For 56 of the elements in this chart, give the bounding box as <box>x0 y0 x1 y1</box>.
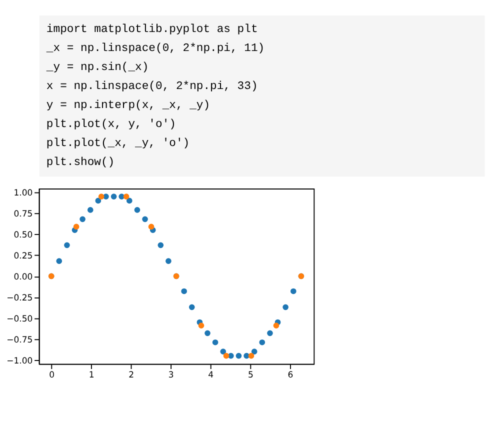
point <box>80 216 86 222</box>
point <box>87 207 94 213</box>
y-tick-label: 0.25 <box>14 252 33 262</box>
point <box>290 288 296 294</box>
point <box>148 224 154 230</box>
point <box>64 242 70 248</box>
x-tick-label: 0 <box>49 370 55 381</box>
point <box>123 194 130 200</box>
point <box>134 207 140 213</box>
point <box>251 348 258 354</box>
text: _y = np.sin(_x) <box>45 61 149 74</box>
y-tick-label: 1.00 <box>14 188 33 199</box>
text: plt.show() <box>46 156 115 169</box>
x-tick-label: 5 <box>248 370 254 381</box>
y-tick-label: 0.00 <box>14 272 33 282</box>
point <box>198 322 204 329</box>
point <box>158 242 164 248</box>
point <box>220 348 226 354</box>
y-tick-label: −0.25 <box>6 293 33 304</box>
text: plt.plot(_x, _y, 'o') <box>46 136 190 150</box>
text: y = np.interp(x, _x, _y) <box>46 98 210 112</box>
point <box>267 330 273 336</box>
point <box>212 339 218 346</box>
point <box>248 352 254 359</box>
y-tick-label: 0.50 <box>14 230 33 241</box>
point <box>73 224 80 230</box>
point <box>244 352 250 359</box>
x-tick-label: 2 <box>128 370 134 381</box>
point <box>166 258 172 264</box>
y-tick-label: −0.50 <box>6 314 33 324</box>
y-tick-label: −0.75 <box>6 335 33 346</box>
point <box>273 322 280 329</box>
point <box>103 194 109 200</box>
point <box>110 194 117 200</box>
x-tick-label: 6 <box>288 370 294 381</box>
x-tick-label: 3 <box>168 370 174 381</box>
point <box>126 198 132 204</box>
text: import matplotlib.pyplot as plt <box>46 23 258 36</box>
x-tick-label: 4 <box>208 370 214 381</box>
y-tick-label: 0.75 <box>14 210 33 220</box>
text: plt.plot(x, y, 'o') <box>46 118 176 131</box>
point <box>98 194 104 200</box>
point <box>282 304 288 310</box>
point <box>142 216 148 222</box>
point <box>259 339 266 346</box>
point <box>56 258 62 264</box>
point <box>95 198 102 204</box>
point <box>204 330 210 336</box>
y-tick-label: −1.00 <box>6 356 33 366</box>
text: _x = np.linspace(0, 2*np.pi, 11) <box>45 42 265 56</box>
point <box>223 352 230 359</box>
point <box>236 352 242 359</box>
point <box>181 288 187 294</box>
text: x = np.linspace(0, 2*np.pi, 33) <box>46 80 258 93</box>
x-tick-label: 1 <box>88 370 94 381</box>
point <box>188 304 195 310</box>
